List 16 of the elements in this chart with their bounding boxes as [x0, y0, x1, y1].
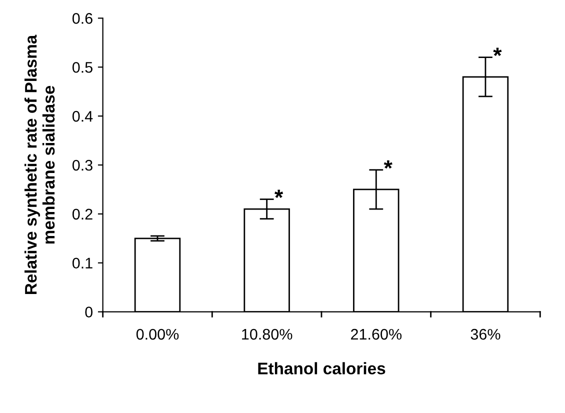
x-tick-label: 10.80% — [242, 328, 292, 340]
y-tick-label: 0.2 — [72, 208, 92, 220]
x-axis-title: Ethanol calories — [258, 362, 386, 374]
y-tick-label: 0 — [85, 306, 93, 318]
x-tick-label: 0.00% — [136, 328, 179, 340]
x-tick-label: 36% — [470, 328, 500, 340]
x-tick-label: 21.60% — [351, 328, 402, 340]
y-tick-label: 0.5 — [72, 62, 92, 73]
annotation: * — [274, 190, 284, 198]
annotation: * — [384, 160, 392, 169]
y-tick-label: 0.6 — [72, 13, 92, 24]
y-tick-label: 0.3 — [72, 160, 92, 171]
y-axis-title: Relative synthetic rate of Plasma membrane sialidase — [24, 34, 55, 294]
y-tick-label: 0.4 — [72, 110, 93, 122]
annotation: * — [493, 48, 502, 56]
y-tick-label: 0.1 — [72, 258, 92, 269]
